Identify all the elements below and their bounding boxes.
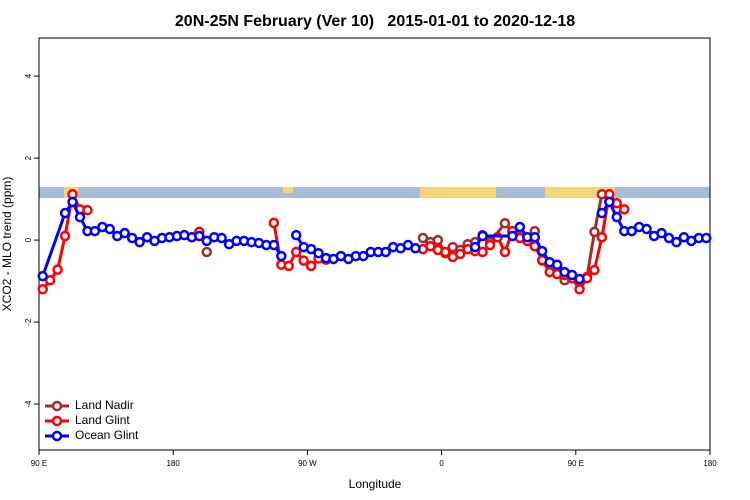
y-tick-label: 4 [24,73,33,78]
point [104,223,116,235]
point [619,204,630,215]
point [276,250,287,262]
point [477,230,488,242]
point [290,229,302,241]
point [358,250,369,262]
point [604,196,615,208]
point [67,196,78,208]
point [589,226,600,238]
point [551,259,563,270]
point [701,232,712,244]
point [537,245,548,257]
legend-marker [51,400,63,412]
point [574,284,585,295]
point [380,246,391,258]
point [507,230,518,242]
point [410,243,421,254]
point [484,239,496,251]
point [611,211,623,223]
legend-label: Land Glint [75,413,130,427]
point [671,236,682,248]
ocean-strip [39,187,710,198]
land-patch [420,187,496,198]
point [641,223,652,235]
y-tick-label: 0 [24,237,33,242]
point [477,246,488,258]
point [432,234,444,246]
x-axis-label: Longitude [349,477,402,491]
x-tick-label: 180 [167,459,181,468]
point [216,232,227,244]
point [74,211,86,223]
point [499,218,511,229]
point [574,273,585,285]
point [469,241,481,253]
point [663,232,675,244]
point [268,217,280,229]
x-tick-label: 90 E [568,459,584,468]
point [37,270,48,282]
point [566,269,578,281]
x-tick-label: 0 [439,459,444,468]
point [305,260,317,272]
point [119,227,130,239]
y-tick-label: 2 [24,155,33,160]
point [59,230,71,242]
point [82,204,93,216]
point [52,264,63,275]
point [596,207,608,219]
point [596,231,608,243]
point [529,231,541,243]
x-tick-label: 90 W [298,459,317,468]
point [626,225,637,237]
x-tick-label: 90 E [31,459,47,468]
legend-marker [51,430,63,442]
legend-label: Ocean Glint [75,428,139,442]
point [514,221,526,233]
plot-frame [38,37,711,451]
point [37,284,48,295]
point [44,275,56,286]
point [298,255,309,266]
land-patch [545,187,615,198]
point [656,227,667,239]
x-tick-label: 180 [703,459,717,468]
point [305,243,317,255]
y-axis-label: XCO2 - MLO trend (ppm) [0,177,14,312]
point [454,248,466,260]
point [499,246,511,258]
point [417,232,429,244]
point [194,230,205,242]
point [126,232,138,244]
point [89,225,101,237]
series [37,196,712,285]
chart-title: 20N-25N February (Ver 10) 2015-01-01 to … [175,13,575,30]
point [201,246,212,258]
point [268,239,280,251]
legend-marker [51,415,63,427]
point [313,247,324,259]
point [440,246,451,258]
point [589,264,600,276]
point [290,246,302,258]
land-patch [283,187,293,193]
legend-label: Land Nadir [75,398,134,412]
y-tick-label: -4 [24,400,33,408]
y-tick-label: -2 [24,318,33,326]
point [283,260,295,272]
point [59,207,71,219]
point [134,236,145,248]
